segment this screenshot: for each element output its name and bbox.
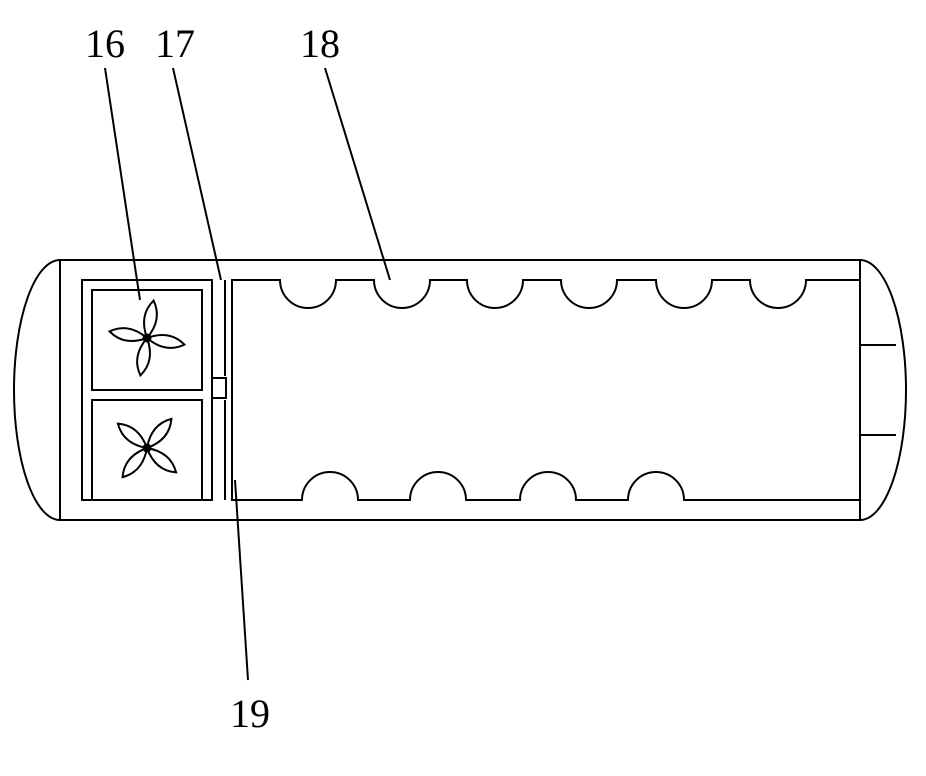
label-17: 17 [155, 20, 195, 67]
divider-port [212, 378, 226, 398]
fan-icon-1 [137, 338, 150, 375]
body-right-arc [860, 260, 906, 520]
fan-icon-1 [147, 335, 184, 348]
fan-icon-2 [147, 419, 171, 448]
leader-l17 [173, 68, 221, 280]
fan-icon-2 [118, 424, 147, 448]
cavity-outline [232, 280, 860, 500]
fan-icon-1 [144, 301, 157, 338]
fan-icon-2 [147, 448, 176, 472]
fan-icon-2 [123, 448, 147, 477]
leader-l16 [105, 68, 140, 300]
label-18: 18 [300, 20, 340, 67]
leader-l19 [235, 480, 248, 680]
leader-l18 [325, 68, 390, 280]
body-left-arc [14, 260, 60, 520]
fan-icon-1 [110, 328, 147, 341]
label-16: 16 [85, 20, 125, 67]
diagram-svg [0, 0, 926, 776]
label-19: 19 [230, 690, 270, 737]
